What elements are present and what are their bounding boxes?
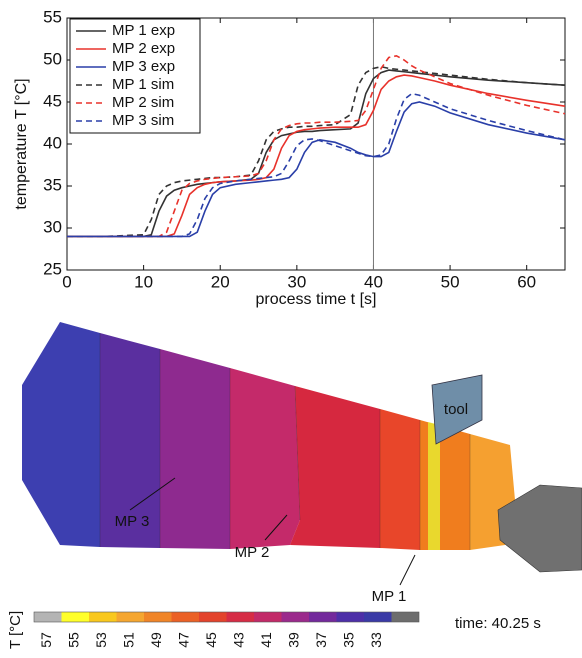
colorbar-tick-label: 49 — [148, 632, 164, 648]
colorbar-tick-label: 35 — [341, 632, 357, 648]
shaft-segment — [428, 422, 440, 550]
colorbar-tick-label: 33 — [368, 632, 384, 648]
leader-line — [399, 554, 416, 586]
y-tick-label: 45 — [43, 91, 62, 110]
leader-line — [264, 514, 288, 541]
y-axis-label: temperature T [°C] — [13, 78, 30, 209]
colorbar-swatch — [226, 612, 254, 622]
colorbar-swatch — [391, 612, 419, 622]
colorbar-tick-label: 51 — [121, 632, 137, 648]
y-tick-label: 35 — [43, 175, 62, 194]
x-tick-label: 60 — [517, 272, 536, 291]
tool-shape — [431, 374, 483, 445]
colorbar-tick-label: 57 — [38, 632, 54, 648]
colorbar-frame — [33, 611, 420, 623]
colorbar-swatch — [61, 612, 89, 622]
mesh-lines — [99, 333, 471, 550]
y-tick-label: 25 — [43, 259, 62, 278]
y-tick-label: 30 — [43, 217, 62, 236]
colorbar-title: T [°C] — [7, 611, 24, 649]
colorbar-tick-label: 37 — [313, 632, 329, 648]
shaft-segment — [100, 333, 160, 548]
colorbar-swatch — [171, 612, 199, 622]
mp3-label: MP 3 — [115, 513, 150, 530]
y-tick-label: 50 — [43, 49, 62, 68]
y-tick-label: 55 — [43, 7, 62, 26]
x-tick-label: 30 — [287, 272, 306, 291]
colorbar-swatch — [89, 612, 117, 622]
colorbar-swatch — [199, 612, 227, 622]
x-tick-label: 0 — [62, 272, 71, 291]
colorbar-swatch — [364, 612, 392, 622]
legend-label: MP 1 exp — [112, 22, 175, 39]
shaft-segment — [290, 386, 380, 548]
series-line — [67, 65, 566, 238]
legend-box — [69, 18, 201, 134]
x-axis-label: process time t [s] — [256, 291, 377, 308]
colorbar-tick-label: 55 — [66, 632, 82, 648]
tool-label: tool — [444, 401, 468, 418]
colorbar-swatch — [254, 612, 282, 622]
x-tick-label: 10 — [134, 272, 153, 291]
colorbar-tick-label: 47 — [176, 632, 192, 648]
series-line — [67, 54, 566, 238]
legend-label: MP 3 sim — [112, 112, 174, 129]
mp2-label: MP 2 — [235, 544, 270, 561]
colorbar-swatch — [144, 612, 172, 622]
time-label: time: 40.25 s — [455, 615, 541, 632]
legend-label: MP 2 sim — [112, 94, 174, 111]
x-tick-label: 20 — [211, 272, 230, 291]
legend-label: MP 3 exp — [112, 58, 175, 75]
legend-label: MP 2 exp — [112, 40, 175, 57]
simulation-render: tool MP 3 MP 2 MP 1 T [°C] time: 40.25 s — [7, 322, 582, 649]
colorbar-tick-label: 39 — [286, 632, 302, 648]
colorbar-swatch — [281, 612, 309, 622]
shaft-segment — [160, 349, 230, 549]
leader-line — [129, 477, 176, 511]
legend-label: MP 1 sim — [112, 76, 174, 93]
x-tick-label: 40 — [364, 272, 383, 291]
series-line — [67, 92, 566, 238]
shaft-segment — [380, 409, 420, 550]
colorbar-tick-label: 45 — [203, 632, 219, 648]
colorbar-swatch — [34, 612, 62, 622]
mp1-label: MP 1 — [372, 588, 407, 605]
shaft-segment — [22, 322, 100, 547]
colorbar-swatch — [116, 612, 144, 622]
colorbar-tick-label: 41 — [258, 632, 274, 648]
series-line — [67, 74, 566, 238]
x-tick-label: 50 — [441, 272, 460, 291]
colorbar-swatch — [336, 612, 364, 622]
shaft-segment — [230, 368, 300, 549]
colorbar-tick-label: 53 — [93, 632, 109, 648]
colorbar-tick-label: 43 — [231, 632, 247, 648]
y-tick-label: 40 — [43, 133, 62, 152]
colorbar-swatch — [309, 612, 337, 622]
tool-tip — [497, 484, 582, 573]
